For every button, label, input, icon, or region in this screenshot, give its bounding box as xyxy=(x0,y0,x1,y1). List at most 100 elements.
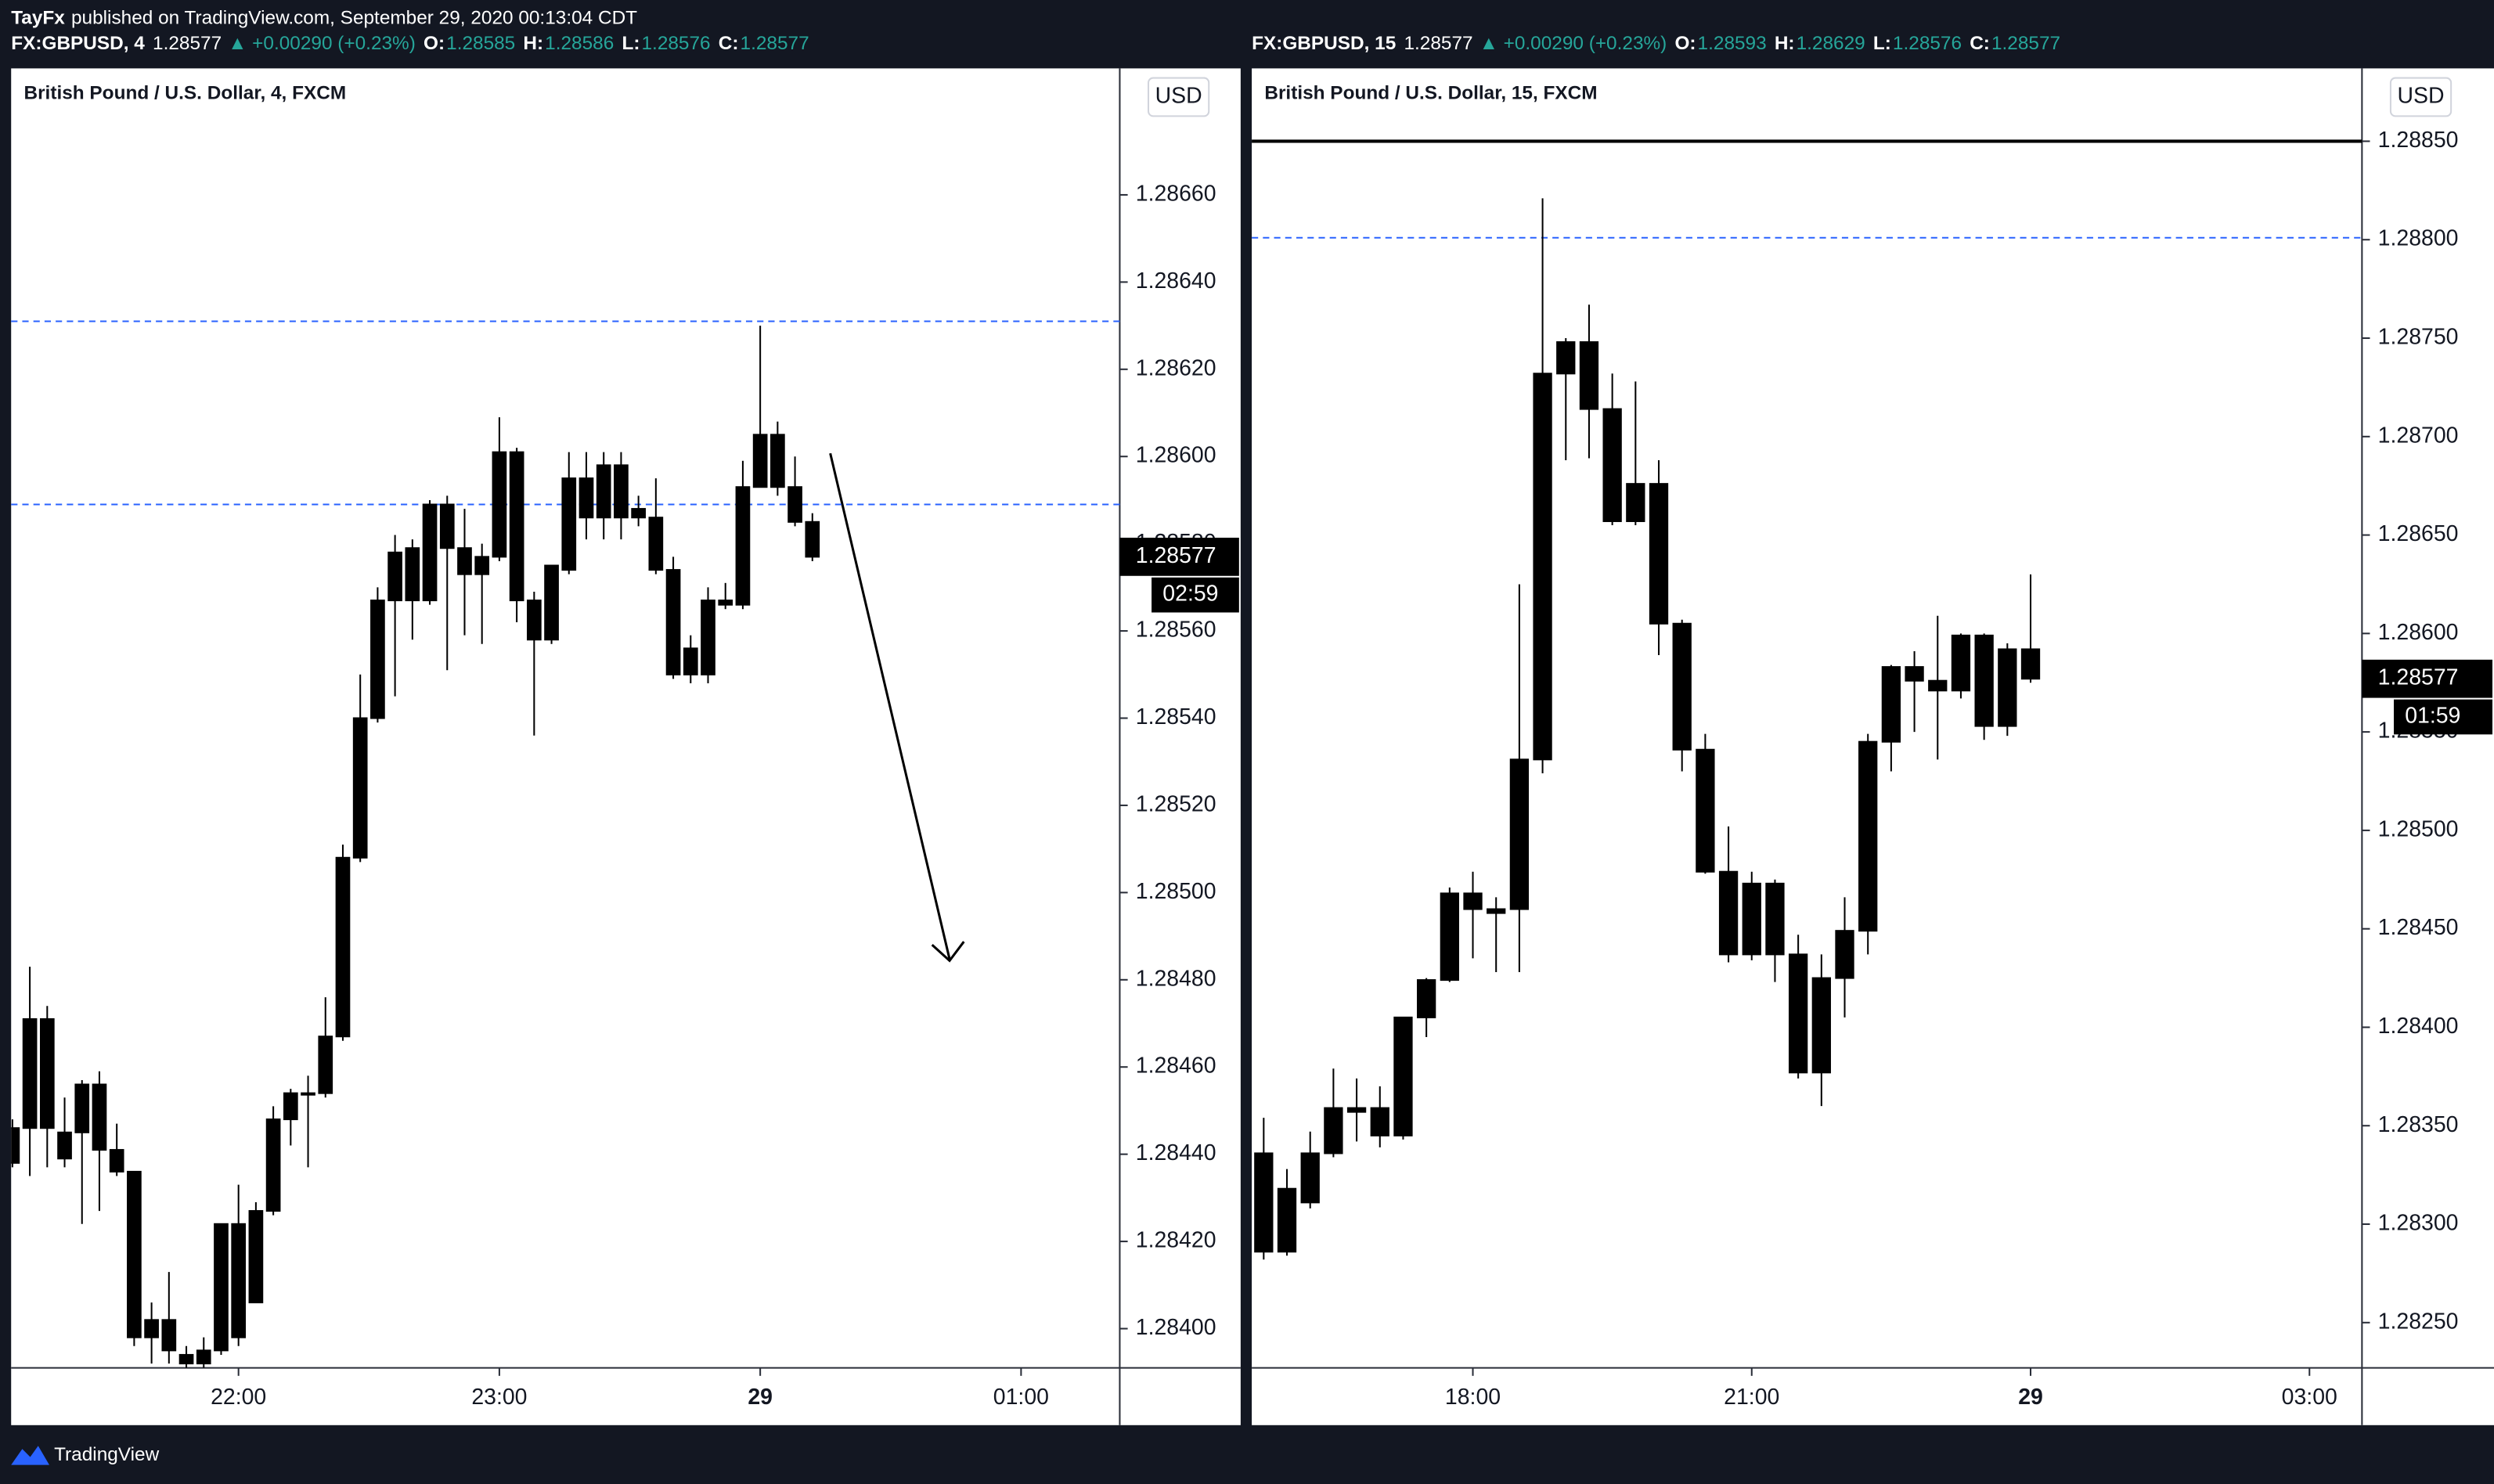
x-tick-label: 29 xyxy=(2018,1385,2043,1410)
candle-body xyxy=(1579,341,1599,410)
candle-body xyxy=(318,1036,333,1094)
candle-body xyxy=(370,600,385,719)
symbol: FX:GBPUSD, 4 xyxy=(11,33,145,54)
candle-body xyxy=(1463,892,1483,910)
candle-body xyxy=(1858,740,1878,932)
candle-body xyxy=(1556,341,1576,375)
y-tick-label: 1.28660 xyxy=(1136,181,1216,206)
candle-body xyxy=(1602,408,1622,522)
ohlc-value: 1.28577 xyxy=(1991,33,2060,54)
y-tick-label: 1.28400 xyxy=(1136,1315,1216,1340)
last-price: 1.28577 xyxy=(153,33,222,54)
candle-body xyxy=(248,1210,264,1304)
candle-body xyxy=(648,517,664,571)
candle-body xyxy=(614,464,629,519)
candle-body xyxy=(1881,666,1901,743)
y-tick-label: 1.28640 xyxy=(1136,268,1216,294)
y-tick-label: 1.28600 xyxy=(1136,443,1216,468)
candle-body xyxy=(718,600,733,606)
candle-body xyxy=(1440,892,1459,982)
candle-body xyxy=(352,717,368,859)
ohlc-value: 1.28629 xyxy=(1797,33,1865,54)
candle-body xyxy=(74,1083,90,1133)
left-panel xyxy=(11,68,1241,1425)
price-label-box xyxy=(1119,537,1239,576)
ohlc-value: 1.28576 xyxy=(642,33,711,54)
ohlc-value: 1.28586 xyxy=(545,33,614,54)
candle-body xyxy=(92,1083,107,1151)
candle-body xyxy=(1951,634,1971,692)
candle-body xyxy=(1324,1107,1343,1154)
candle-body xyxy=(1742,882,1761,956)
chart-title: British Pound / U.S. Dollar, 4, FXCM xyxy=(23,82,346,103)
candle-body xyxy=(127,1170,142,1338)
candle-body xyxy=(1626,483,1645,522)
x-tick-label: 01:00 xyxy=(993,1385,1049,1410)
countdown: 01:59 xyxy=(2405,703,2460,728)
candle-body xyxy=(178,1353,194,1365)
candle-body xyxy=(1346,1107,1367,1113)
y-tick-label: 1.28250 xyxy=(2378,1309,2459,1334)
change: ▲ +0.00290 (+0.23%) xyxy=(228,33,416,54)
y-tick-label: 1.28540 xyxy=(1136,704,1216,729)
y-tick-label: 1.28440 xyxy=(1136,1140,1216,1165)
candle-body xyxy=(527,600,542,641)
ohlc-label: H: xyxy=(523,33,543,54)
chart-title: British Pound / U.S. Dollar, 15, FXCM xyxy=(1264,82,1597,103)
candle-body xyxy=(631,508,646,519)
candle-body xyxy=(57,1131,72,1160)
candle-body xyxy=(1300,1152,1320,1204)
ohlc-label: L: xyxy=(1873,33,1891,54)
candle-body xyxy=(1649,483,1669,625)
candle-body xyxy=(1998,648,2017,727)
candle-body xyxy=(1718,870,1739,956)
y-tick-label: 1.28700 xyxy=(2378,423,2459,448)
brand: TradingView xyxy=(54,1444,160,1465)
candle-body xyxy=(1509,758,1530,910)
candle-body xyxy=(1696,748,1715,873)
currency-button[interactable] xyxy=(2389,77,2453,117)
candle-body xyxy=(405,547,420,602)
y-tick-label: 1.28500 xyxy=(2378,816,2459,841)
candle-body xyxy=(1254,1152,1274,1253)
y-tick-label: 1.28560 xyxy=(1136,618,1216,643)
ohlc-value: 1.28593 xyxy=(1698,33,1767,54)
ohlc-value: 1.28576 xyxy=(1893,33,1962,54)
candle-body xyxy=(2020,648,2041,680)
last-price: 1.28577 xyxy=(1404,33,1472,54)
y-tick-label: 1.28500 xyxy=(1136,879,1216,904)
candle-body xyxy=(387,551,402,602)
countdown-box xyxy=(1151,577,1239,613)
candle-body xyxy=(1370,1107,1389,1136)
arrow xyxy=(829,452,951,960)
y-tick-label: 1.28400 xyxy=(2378,1014,2459,1039)
candle-body xyxy=(144,1319,159,1338)
candle-body xyxy=(509,451,524,602)
ohlc-label: O: xyxy=(1674,33,1696,54)
y-tick-label: 1.28420 xyxy=(1136,1228,1216,1253)
candle-body xyxy=(735,486,751,606)
candle-body xyxy=(109,1149,124,1172)
candle-body xyxy=(39,1018,55,1129)
candle-body xyxy=(596,464,611,519)
candle-body xyxy=(1416,979,1436,1018)
symbol-info: FX:GBPUSD, 4 1.28577 ▲ +0.00290 (+0.23%) O:… xyxy=(11,33,809,54)
candle-body xyxy=(457,547,472,575)
price-label: 1.28577 xyxy=(1136,543,1216,568)
candle-body xyxy=(335,856,351,1038)
candle-body xyxy=(214,1223,229,1352)
candle-body xyxy=(283,1092,298,1121)
candle-body xyxy=(422,503,438,602)
currency-label: USD xyxy=(2398,83,2445,108)
y-tick-label: 1.28450 xyxy=(2378,915,2459,940)
candle-body xyxy=(544,564,559,641)
currency-button[interactable] xyxy=(1148,77,1210,117)
ohlc-label: C: xyxy=(719,33,739,54)
candle-body xyxy=(22,1018,38,1129)
x-tick-label: 22:00 xyxy=(211,1385,266,1410)
ohlc-label: C: xyxy=(1970,33,1990,54)
y-tick-label: 1.28600 xyxy=(2378,620,2459,645)
currency-label: USD xyxy=(1155,83,1202,108)
y-tick-label: 1.28300 xyxy=(2378,1211,2459,1236)
ohlc-label: L: xyxy=(622,33,640,54)
